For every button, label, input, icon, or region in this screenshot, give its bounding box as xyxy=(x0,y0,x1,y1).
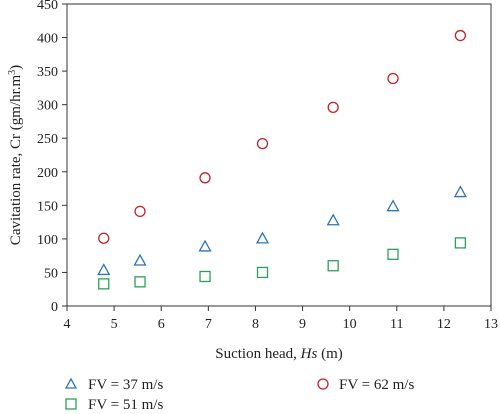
data-point-circle xyxy=(327,101,339,114)
data-point-square xyxy=(134,276,146,288)
legend-label-fv51: FV = 51 m/s xyxy=(88,397,163,413)
legend-item-fv62: FV = 62 m/s xyxy=(317,377,414,393)
x-tick-label: 13 xyxy=(484,317,498,332)
y-tick-label: 250 xyxy=(37,132,58,147)
data-point-triangle xyxy=(255,231,270,244)
legend-item-fv51: FV = 51 m/s xyxy=(65,397,163,413)
data-point-triangle xyxy=(97,263,111,276)
data-point-triangle xyxy=(453,185,467,198)
tick-group: 4 5 6 7 8 9 10 11 12 13 0 50 100 150 200 250 300 350 400 45… xyxy=(37,0,498,332)
data-point-square xyxy=(454,237,467,249)
y-tick-label: 100 xyxy=(37,233,58,248)
x-tick-label: 9 xyxy=(299,317,306,332)
data-point-triangle xyxy=(133,253,147,266)
y-tick-label: 200 xyxy=(37,166,58,181)
x-tick-label: 11 xyxy=(390,317,403,332)
legend: FV = 37 m/s FV = 62 m/s FV = 51 m/s xyxy=(64,377,414,413)
data-points xyxy=(97,29,467,290)
y-tick-label: 50 xyxy=(44,266,58,281)
y-tick-label: 300 xyxy=(37,99,58,114)
data-point-circle xyxy=(387,72,399,85)
x-tick-label: 10 xyxy=(343,317,357,332)
data-point-square xyxy=(387,248,399,260)
data-point-circle xyxy=(199,172,211,184)
y-tick-label: 350 xyxy=(37,65,58,80)
y-tick-label: 450 xyxy=(37,0,58,13)
data-point-triangle xyxy=(326,213,340,226)
legend-marker-square xyxy=(65,398,77,410)
legend-label-fv37: FV = 37 m/s xyxy=(88,377,163,393)
y-tick-label: 150 xyxy=(37,199,58,214)
x-tick-label: 8 xyxy=(252,317,259,332)
plot-area xyxy=(66,3,492,307)
data-point-square xyxy=(256,266,269,279)
legend-marker-triangle xyxy=(64,377,78,389)
x-tick-label: 5 xyxy=(111,317,118,332)
legend-item-fv37: FV = 37 m/s xyxy=(64,377,163,393)
data-point-square xyxy=(199,270,211,283)
y-tick-label: 0 xyxy=(51,300,58,315)
data-point-circle xyxy=(134,205,146,218)
data-point-circle xyxy=(256,137,269,150)
x-tick-label: 12 xyxy=(437,317,451,332)
legend-marker-circle xyxy=(317,378,329,390)
x-tick-label: 4 xyxy=(64,317,71,332)
data-point-square xyxy=(327,260,339,272)
data-point-circle xyxy=(454,29,467,42)
legend-label-fv62: FV = 62 m/s xyxy=(339,377,414,393)
data-point-triangle xyxy=(386,199,400,212)
x-tick-label: 7 xyxy=(205,317,212,332)
x-axis-title: Suction head, Hs (m) xyxy=(215,346,343,362)
data-point-circle xyxy=(98,232,110,244)
y-axis-title: Cavitation rate, Cr (gm/hr.m3) xyxy=(7,65,24,245)
data-point-triangle xyxy=(198,239,212,252)
y-tick-label: 400 xyxy=(37,32,58,47)
x-tick-label: 6 xyxy=(158,317,165,332)
data-point-square xyxy=(98,278,110,290)
